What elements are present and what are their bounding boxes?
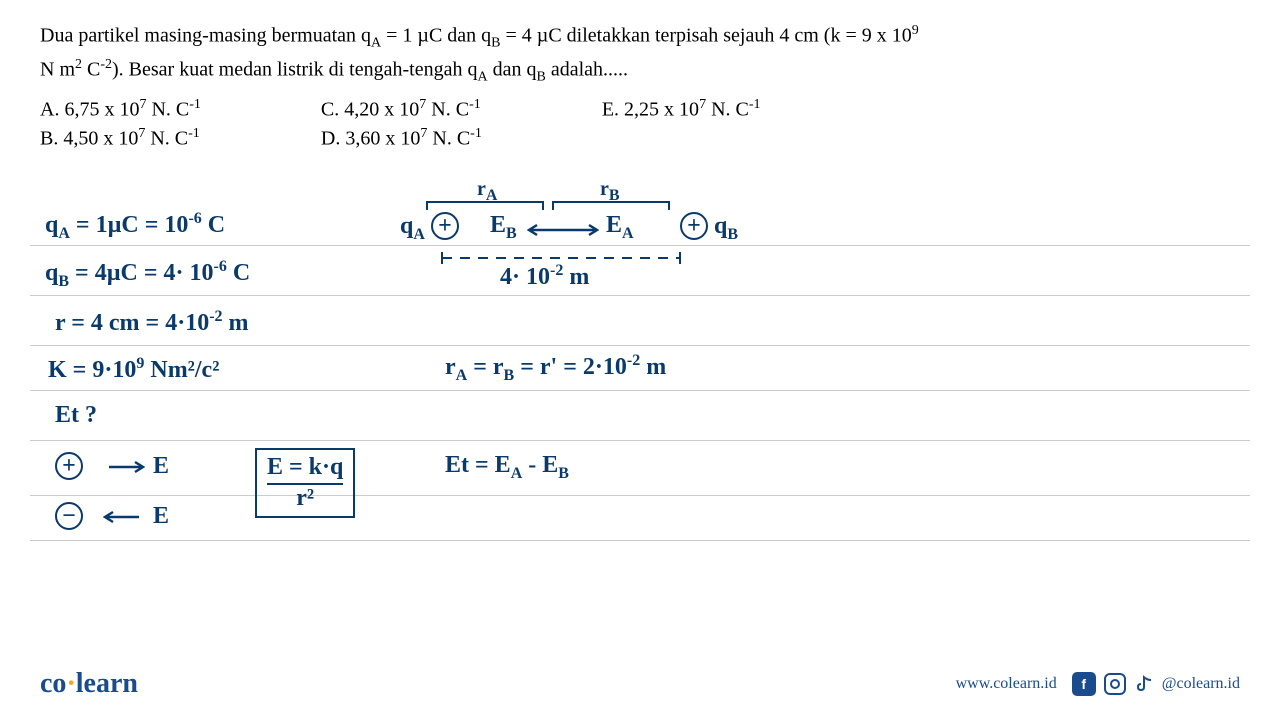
logo-co: co	[40, 668, 66, 699]
hw-k: K = 9·109 Nm²/c²	[48, 355, 219, 384]
question-line2: N m2 C-2). Besar kuat medan listrik di t…	[40, 54, 1240, 88]
hw-diagram-eb: EB	[490, 212, 517, 243]
arrow-right-icon	[107, 459, 147, 475]
choice-col-1: A. 6,75 x 107 N. C-1 B. 4,50 x 107 N. C-…	[40, 97, 201, 150]
q-l1-pre: Dua partikel masing-masing bermuatan q	[40, 25, 371, 47]
q-subB: B	[491, 36, 500, 51]
notebook-line	[30, 540, 1250, 541]
hw-rab: rA = rB = r' = 2·10-2 m	[445, 352, 666, 385]
charge-plus-icon: +	[680, 212, 708, 240]
facebook-icon: f	[1072, 672, 1096, 696]
q-l2-and: dan q	[488, 58, 537, 80]
notebook-line	[30, 390, 1250, 391]
bracket-icon	[425, 198, 675, 212]
q-subA: A	[371, 36, 381, 51]
question-text: Dua partikel masing-masing bermuatan qA …	[0, 0, 1280, 97]
tiktok-icon	[1134, 673, 1154, 695]
hw-formula-box: E = k·q r²	[255, 448, 355, 518]
plus-circle-icon: +	[55, 452, 83, 480]
colearn-logo: co·learn	[40, 668, 138, 700]
q-mid2: = 4 µC diletakkan terpisah sejauh 4 cm (…	[501, 25, 912, 47]
q-l2-post: ). Besar kuat medan listrik di tengah-te…	[112, 58, 477, 80]
double-arrow-icon	[523, 222, 603, 238]
logo-learn: learn	[76, 668, 138, 699]
q-sup9: 9	[912, 23, 919, 38]
choice-e: E. 2,25 x 107 N. C-1	[602, 97, 761, 122]
hw-plus-row: + E	[55, 452, 169, 480]
q-l2-mid: C	[82, 58, 100, 80]
q-l2-subA: A	[477, 69, 487, 84]
choice-d: D. 3,60 x 107 N. C-1	[321, 126, 482, 151]
arrow-left-icon	[101, 509, 141, 525]
charge-plus-icon: +	[431, 212, 459, 240]
choice-col-2: C. 4,20 x 107 N. C-1 D. 3,60 x 107 N. C-…	[321, 97, 482, 150]
question-line1: Dua partikel masing-masing bermuatan qA …	[40, 20, 1240, 54]
logo-dot: ·	[66, 668, 75, 699]
notebook-line	[30, 295, 1250, 296]
notebook-line	[30, 495, 1250, 496]
hw-dist: 4· 10-2 m	[500, 262, 589, 291]
footer: co·learn www.colearn.id f @colearn.id	[40, 668, 1240, 700]
q-sup2: 2	[75, 57, 82, 72]
choice-a: A. 6,75 x 107 N. C-1	[40, 97, 201, 122]
hw-qa: qA = 1µC = 10-6 C	[45, 210, 225, 243]
choice-c: C. 4,20 x 107 N. C-1	[321, 97, 482, 122]
hw-et-formula: Et = EA - EB	[445, 452, 569, 483]
answer-choices: A. 6,75 x 107 N. C-1 B. 4,50 x 107 N. C-…	[0, 97, 1280, 150]
hw-diagram-qa: qA +	[400, 212, 459, 244]
footer-right: www.colearn.id f @colearn.id	[956, 672, 1240, 696]
minus-circle-icon: −	[55, 502, 83, 530]
instagram-icon	[1104, 673, 1126, 695]
q-l2-subB: B	[536, 69, 545, 84]
hw-qb: qB = 4µC = 4· 10-6 C	[45, 258, 250, 291]
notebook-line	[30, 245, 1250, 246]
hw-minus-row: − E	[55, 502, 169, 530]
q-l2-end: adalah.....	[546, 58, 628, 80]
notebook-line	[30, 440, 1250, 441]
hw-et-q: Et ?	[55, 402, 97, 429]
q-supm2: -2	[100, 57, 112, 72]
choice-col-3: E. 2,25 x 107 N. C-1	[602, 97, 761, 150]
q-mid1: = 1 µC dan q	[381, 25, 491, 47]
q-l2-pre: N m	[40, 58, 75, 80]
choice-b: B. 4,50 x 107 N. C-1	[40, 126, 201, 151]
social-icons: f @colearn.id	[1072, 672, 1240, 696]
hw-diagram-ea: EA	[606, 212, 634, 243]
footer-url: www.colearn.id	[956, 675, 1057, 693]
hw-r: r = 4 cm = 4·10-2 m	[55, 308, 249, 337]
hw-diagram-qb: + qB	[680, 212, 738, 244]
notebook-line	[30, 345, 1250, 346]
social-handle: @colearn.id	[1162, 675, 1240, 693]
